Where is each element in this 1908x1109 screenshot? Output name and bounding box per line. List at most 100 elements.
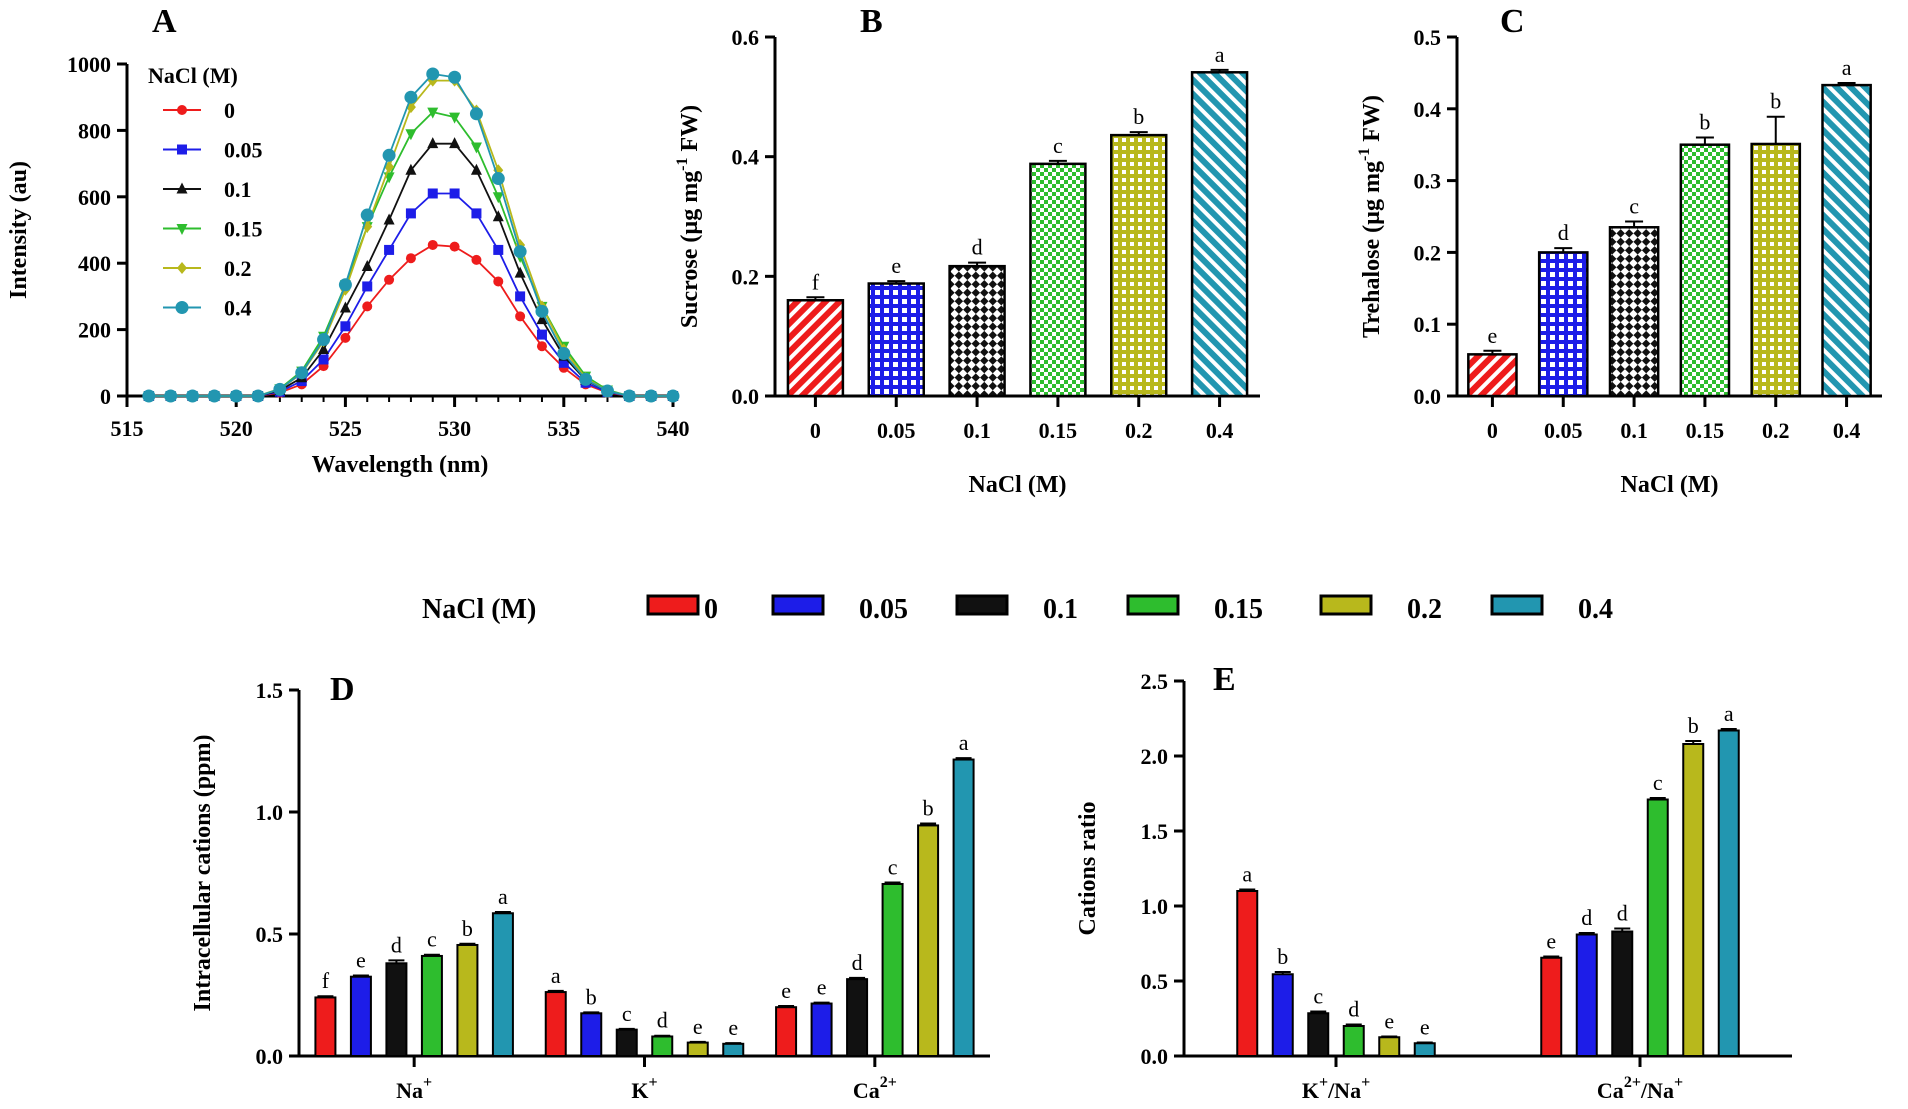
panel-a-y-tick-label: 800	[78, 118, 111, 143]
panel-a-legend-marker-0.1	[176, 182, 188, 194]
panel-e-bar-K-0.1	[1307, 1012, 1330, 1057]
panel-a-y-tick-label: 600	[78, 185, 111, 210]
panel-e-significance-letter: d	[1617, 901, 1628, 926]
panel-d-significance-letter: e	[693, 1014, 703, 1039]
panel-d-significance-letter: e	[356, 947, 366, 972]
panel-a-point-0.4	[142, 389, 156, 403]
panel-d-significance-letter: e	[728, 1015, 738, 1040]
panel-a-point-0.4	[448, 70, 462, 84]
panel-e-bar-Ca-0	[1540, 956, 1563, 1057]
panel-d-significance-letter: e	[817, 975, 827, 1000]
panel-a-point-0.15	[405, 129, 417, 141]
panel-a-point-0	[515, 311, 526, 322]
panel-d-bar-K-0	[544, 991, 567, 1058]
panel-a-point-0.05	[515, 291, 526, 302]
panel-c-y-tick-label: 0.2	[1414, 240, 1442, 265]
panel-d-y-tick-label: 0.0	[256, 1044, 284, 1069]
panel-c-x-tick-label: 0.1	[1620, 418, 1648, 443]
panel-c-x-tick-label: 0.4	[1833, 418, 1861, 443]
panel-e-significance-letter: c	[1313, 983, 1323, 1008]
panel-a-legend-label-0.2: 0.2	[224, 256, 252, 281]
panel-c-bar-0.05	[1537, 251, 1589, 398]
panel-a-point-0.05	[493, 244, 504, 255]
panel-e-significance-letter: d	[1581, 905, 1592, 930]
panel-c-significance-letter: e	[1488, 323, 1498, 348]
panel-b-significance-letter: b	[1133, 104, 1144, 129]
panel-d-bar-Ca-0	[775, 1006, 798, 1058]
panel-b-y-tick-label: 0.2	[732, 264, 760, 289]
panel-a-point-0.05	[536, 329, 547, 340]
panel-d-significance-letter: d	[391, 932, 402, 957]
panel-d-significance-letter: a	[498, 884, 508, 909]
panel-e-y-tick-label: 2.0	[1141, 744, 1169, 769]
panel-d-y-tick-label: 1.0	[256, 800, 284, 825]
panel-a-legend-label-0.05: 0.05	[224, 138, 263, 163]
panel-c-significance-letter: d	[1558, 220, 1569, 245]
panel-c-bar-0	[1467, 353, 1518, 398]
panel-e-y-tick-label: 2.5	[1141, 669, 1169, 694]
panel-a-x-tick-label: 535	[547, 416, 580, 441]
panel-d-significance-letter: c	[622, 1001, 632, 1026]
panel-a-point-0.05	[340, 321, 351, 332]
panel-c-bar-0.15	[1679, 143, 1731, 398]
panel-a-point-0.1	[339, 301, 351, 313]
panel-a-point-0.4	[579, 372, 593, 386]
panel-c-y-axis-title: Trehalose (µg mg-1 FW)	[1356, 95, 1385, 338]
panel-d-bar-Ca-0.15	[881, 882, 904, 1057]
panel-a-y-tick-label: 1000	[67, 52, 111, 77]
panel-e-bar-Ca-0.4	[1717, 729, 1740, 1057]
panel-b-bar-0.2	[1110, 133, 1168, 398]
panel-a-point-0.05	[471, 208, 482, 219]
panel-b-x-tick-label: 0.05	[877, 418, 916, 443]
panel-c-bar-0.1	[1608, 226, 1660, 398]
panel-a-point-0.4	[186, 389, 200, 403]
panel-c-y-tick-label: 0.4	[1414, 97, 1442, 122]
panel-a-point-0.1	[383, 213, 395, 225]
panel-e-significance-letter: a	[1724, 701, 1734, 726]
panel-e-bar-K-0.2	[1378, 1036, 1401, 1057]
shared-legend-label-0.15: 0.15	[1214, 594, 1263, 625]
panel-b-x-tick-label: 0	[810, 418, 821, 443]
panel-d-bar-Na-0.05	[349, 975, 372, 1058]
panel-b-x-tick-label: 0.2	[1125, 418, 1153, 443]
shared-legend-label-0.1: 0.1	[1043, 594, 1078, 625]
panel-a-legend-marker-0.2	[177, 262, 187, 274]
panel-d-bar-Na-0	[314, 996, 337, 1058]
panel-a-point-0.4	[317, 333, 331, 347]
panel-a-point-0.05	[362, 281, 373, 292]
panel-d-bar-Na-0.2	[456, 943, 479, 1057]
panel-a-point-0.05	[427, 188, 438, 199]
panel-a-legend-marker-0.15	[176, 224, 188, 235]
panel-e-bar-Ca-0.15	[1646, 798, 1669, 1057]
panel-a-point-0	[405, 253, 416, 264]
panel-a-x-axis-title: Wavelength (nm)	[312, 452, 489, 478]
panel-a-legend-label-0.4: 0.4	[224, 296, 252, 321]
panel-a-point-0.1	[514, 266, 526, 278]
panel-b-x-axis-title: NaCl (M)	[969, 472, 1067, 498]
panel-a-y-axis-title: Intensity (au)	[6, 161, 32, 299]
shared-legend: NaCl (M) 0 0.05 0.1 0.15 0.2 0.4	[422, 594, 1613, 625]
panel-d-significance-letter: a	[959, 730, 969, 755]
panel-d-bar-K-0.15	[651, 1035, 674, 1057]
panel-c-y-tick-label: 0.0	[1414, 384, 1442, 409]
panel-a-point-0.4	[273, 382, 287, 396]
panel-a-point-0.1	[470, 163, 482, 175]
panel-b-bar-0.1	[948, 264, 1006, 398]
panel-e-bar-K-0	[1236, 890, 1259, 1057]
panel-a-point-0	[340, 332, 351, 343]
shared-legend-label-0.4: 0.4	[1578, 594, 1613, 625]
panel-b-bar-0	[786, 299, 845, 398]
panel-c-x-tick-label: 0.15	[1686, 418, 1725, 443]
panel-a-legend-marker-0.4	[175, 301, 189, 314]
panel-e-bar-K-0.15	[1342, 1025, 1365, 1057]
panel-a-spectrum-chart: 0 200 400 600 800 1000 515 520 525 530 535 540 Wavel…	[6, 52, 690, 478]
panel-b-significance-letter: f	[812, 269, 820, 294]
panel-e-significance-letter: e	[1420, 1015, 1430, 1040]
panel-a-point-0.05	[384, 244, 395, 255]
panel-d-significance-letter: b	[586, 984, 597, 1009]
shared-legend-swatch-0	[646, 594, 700, 616]
panel-e-label: E	[1213, 661, 1236, 698]
panel-a-y-tick-label: 200	[78, 318, 111, 343]
